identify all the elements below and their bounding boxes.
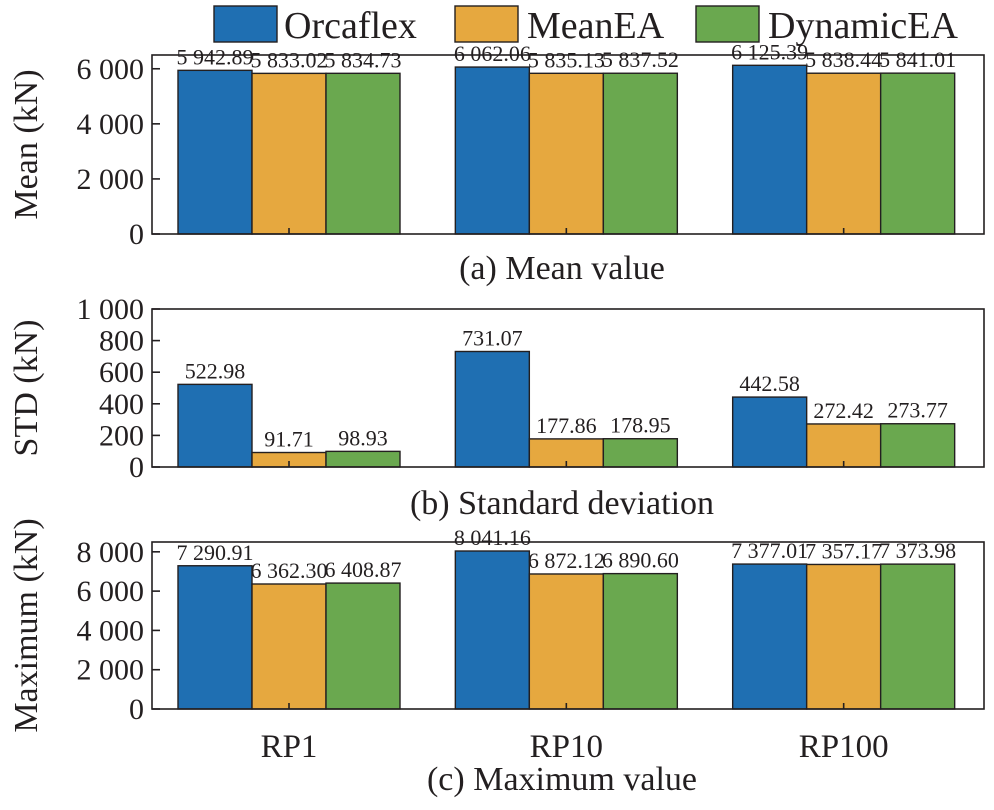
data-label-dynamicea-rp1: 5 834.73 xyxy=(325,47,402,72)
bar-orcaflex-rp1 xyxy=(177,383,253,468)
bar-meanea-rp100 xyxy=(805,423,882,468)
data-label-orcaflex-rp10: 731.07 xyxy=(462,325,523,350)
data-label-orcaflex-rp1: 5 942.89 xyxy=(177,44,254,69)
data-label-meanea-rp10: 177.86 xyxy=(536,413,597,438)
y-tick-label: 0 xyxy=(129,218,144,251)
bar-meanea-rp1 xyxy=(251,72,327,235)
bar-orcaflex-rp10 xyxy=(454,66,531,235)
x-tick-label-rp100: RP100 xyxy=(799,729,889,765)
panel-2: 522.98 91.71 98.93 731.07 177.86 178.95 442.58… xyxy=(8,293,985,522)
bar-orcaflex-rp1 xyxy=(177,565,253,710)
bar-orcaflex-rp100 xyxy=(731,563,808,710)
plot-frame xyxy=(151,54,985,235)
panel-3: 7 290.916 362.306 408.87 8 041.166 872.12… xyxy=(8,518,985,798)
data-label-orcaflex-rp10: 8 041.16 xyxy=(454,525,531,550)
panel-caption: (c) Maximum value xyxy=(427,761,697,798)
data-label-meanea-rp10: 6 872.12 xyxy=(528,548,605,573)
data-label-dynamicea-rp10: 5 837.52 xyxy=(602,47,679,72)
bar-meanea-rp10 xyxy=(528,573,605,710)
bar-dynamicea-rp10 xyxy=(602,438,679,468)
bar-dynamicea-rp1 xyxy=(325,450,401,468)
bar-dynamicea-rp10 xyxy=(602,72,679,235)
y-tick-label: 4 000 xyxy=(77,614,145,647)
panel-caption: (b) Standard deviation xyxy=(410,485,714,522)
bar-orcaflex-rp10 xyxy=(454,550,531,710)
y-axis-label: Mean (kN) xyxy=(8,69,45,219)
x-tick-label-rp1: RP1 xyxy=(261,729,318,765)
y-tick-label: 8 000 xyxy=(77,536,145,569)
bar-meanea-rp100 xyxy=(805,72,882,235)
bar-dynamicea-rp1 xyxy=(325,582,401,710)
y-tick-label: 2 000 xyxy=(77,163,145,196)
bar-orcaflex-rp100 xyxy=(731,396,808,468)
y-axis-label: STD (kN) xyxy=(8,320,45,457)
data-label-dynamicea-rp100: 273.77 xyxy=(887,398,948,423)
panels: 5 942.895 833.025 834.73 6 062.065 835.13… xyxy=(8,39,985,798)
data-label-meanea-rp1: 6 362.30 xyxy=(251,558,328,583)
bar-dynamicea-rp1 xyxy=(325,72,401,235)
legend: Orcaflex MeanEA DynamicEA xyxy=(213,5,959,47)
y-tick-label: 6 000 xyxy=(77,575,145,608)
plot-frame xyxy=(151,308,985,468)
bar-meanea-rp1 xyxy=(251,583,327,710)
y-tick-label: 0 xyxy=(129,451,144,484)
bar-orcaflex-rp1 xyxy=(177,69,253,235)
panel-1: 5 942.895 833.025 834.73 6 062.065 835.13… xyxy=(8,39,985,287)
bar-dynamicea-rp100 xyxy=(879,563,956,710)
y-axis-label: Maximum (kN) xyxy=(8,518,45,732)
data-label-dynamicea-rp1: 6 408.87 xyxy=(325,557,402,582)
y-tick-label: 6 000 xyxy=(77,53,145,86)
y-tick-label: 4 000 xyxy=(77,108,145,141)
bar-dynamicea-rp100 xyxy=(879,72,956,235)
data-label-meanea-rp1: 5 833.02 xyxy=(251,47,328,72)
bar-meanea-rp100 xyxy=(805,563,882,710)
data-label-meanea-rp100: 272.42 xyxy=(813,398,874,423)
data-label-dynamicea-rp1: 98.93 xyxy=(338,425,388,450)
y-tick-label: 800 xyxy=(99,325,144,358)
legend-swatch-meanea xyxy=(454,5,519,43)
data-label-orcaflex-rp100: 442.58 xyxy=(739,371,800,396)
y-tick-label: 0 xyxy=(129,693,144,726)
bar-orcaflex-rp10 xyxy=(454,350,531,468)
plot-frame xyxy=(151,541,985,710)
bar-orcaflex-rp100 xyxy=(731,64,808,235)
y-tick-label: 400 xyxy=(99,388,144,421)
y-tick-label: 1 000 xyxy=(77,293,145,326)
bar-dynamicea-rp10 xyxy=(602,572,679,710)
legend-label-orcaflex: Orcaflex xyxy=(284,5,417,47)
data-label-orcaflex-rp1: 522.98 xyxy=(185,358,246,383)
y-tick-label: 2 000 xyxy=(77,654,145,687)
data-label-meanea-rp1: 91.71 xyxy=(264,427,314,452)
legend-label-dynamicea: DynamicEA xyxy=(768,5,959,47)
data-label-orcaflex-rp10: 6 062.06 xyxy=(454,41,531,66)
bar-dynamicea-rp100 xyxy=(879,423,956,468)
data-label-orcaflex-rp1: 7 290.91 xyxy=(177,540,254,565)
legend-label-meanea: MeanEA xyxy=(527,5,665,47)
data-label-dynamicea-rp10: 6 890.60 xyxy=(602,548,679,573)
data-label-meanea-rp100: 5 838.44 xyxy=(805,47,882,72)
x-tick-label-rp10: RP10 xyxy=(530,729,603,765)
legend-swatch-orcaflex xyxy=(213,5,278,43)
legend-swatch-dynamicea xyxy=(695,5,760,43)
data-label-meanea-rp10: 5 835.13 xyxy=(528,47,605,72)
y-tick-label: 600 xyxy=(99,356,144,389)
data-label-dynamicea-rp10: 178.95 xyxy=(610,413,671,438)
bar-meanea-rp10 xyxy=(528,72,605,235)
y-tick-label: 200 xyxy=(99,419,144,452)
panel-caption: (a) Mean value xyxy=(459,250,665,287)
data-label-dynamicea-rp100: 5 841.01 xyxy=(879,47,956,72)
data-label-orcaflex-rp100: 6 125.39 xyxy=(731,39,808,64)
